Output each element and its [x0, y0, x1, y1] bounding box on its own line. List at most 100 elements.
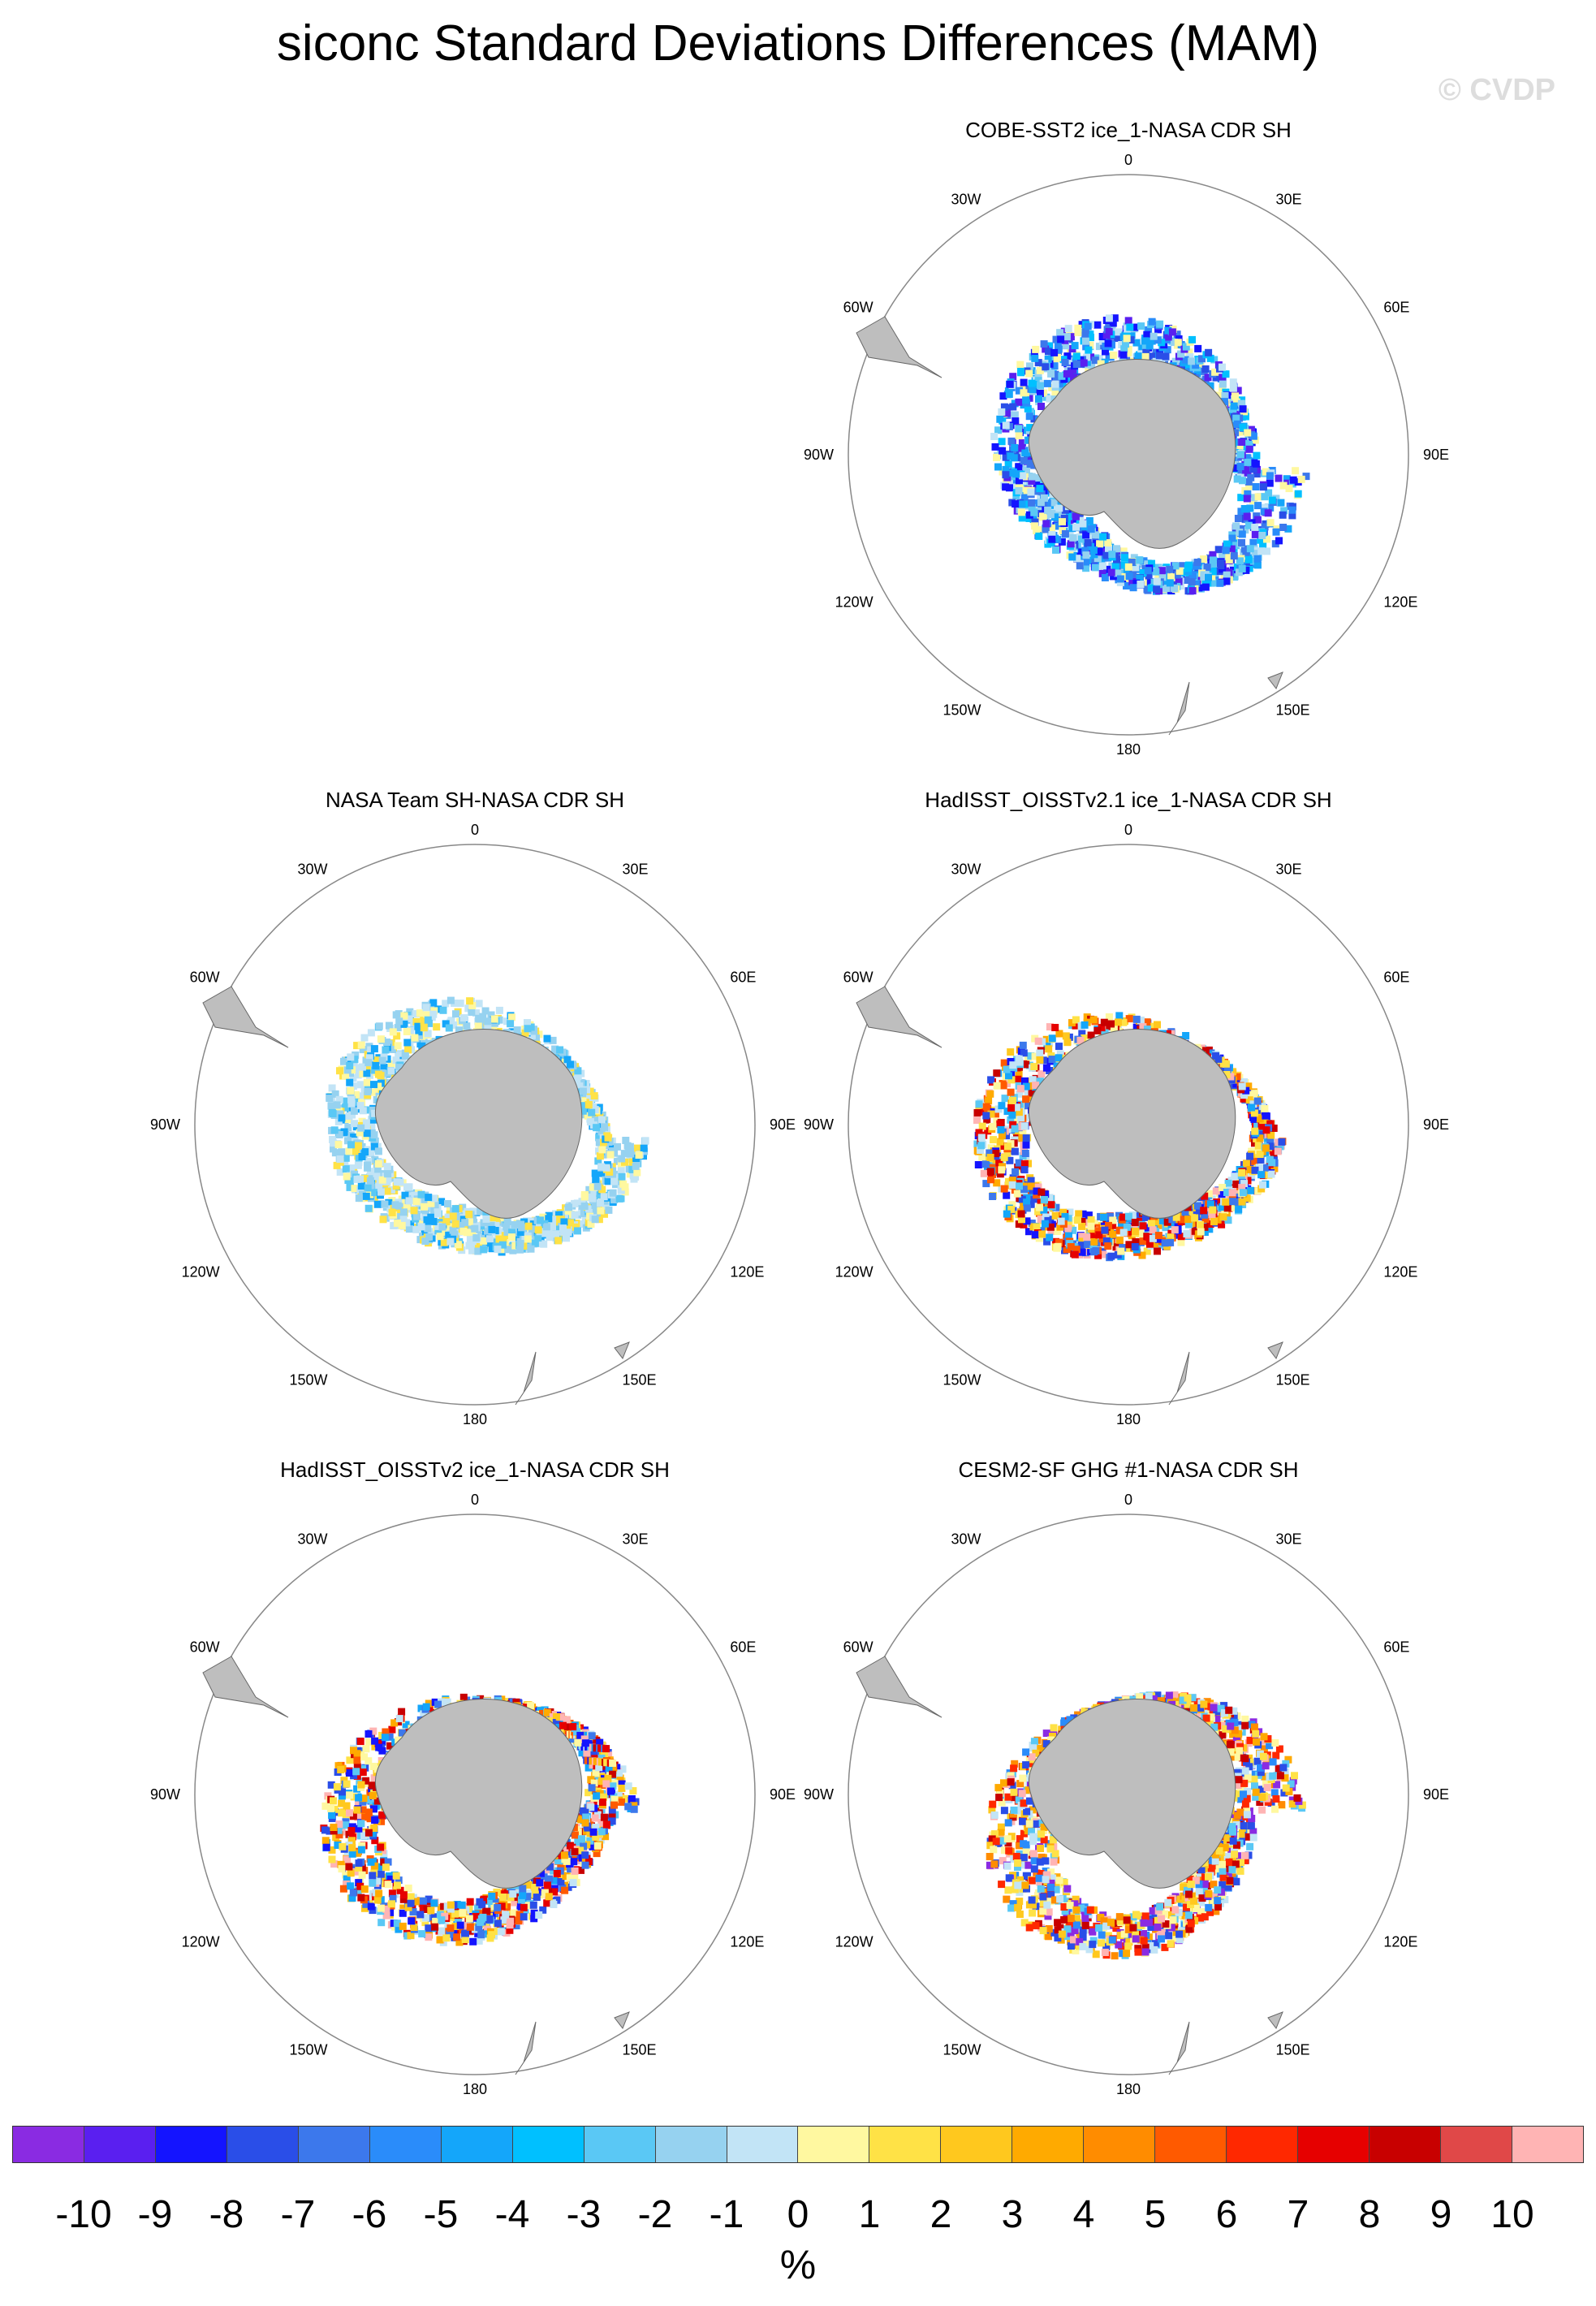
map-panel-cesm2: CESM2-SF GHG #1-NASA CDR SH 0 30E 60E 90E 12…	[796, 1457, 1461, 2107]
longitude-labels: 0 30E 60E 90E 120E 150E 180 150W 120W 90W 60W 30W	[804, 152, 1449, 758]
colorbar-tick-label: -6	[352, 2193, 387, 2236]
polar-map: 0 30E 60E 90E 120E 150E 180 150W 120W 90W 60W 30W	[150, 822, 796, 1427]
polar-map: 0 30E 60E 90E 120E 150E 180 150W 120W 90W 60W 30W	[150, 1492, 796, 2097]
longitude-label: 120W	[182, 1934, 220, 1950]
colorbar-cell	[13, 2127, 84, 2162]
longitude-label: 120E	[1383, 1264, 1417, 1280]
longitude-label: 30E	[1276, 1531, 1302, 1548]
longitude-labels: 0 30E 60E 90E 120E 150E 180 150W 120W 90W 60W 30W	[804, 822, 1449, 1427]
longitude-labels: 0 30E 60E 90E 120E 150E 180 150W 120W 90W 60W 30W	[804, 1492, 1449, 2097]
longitude-label: 30W	[297, 862, 327, 878]
longitude-label: 0	[471, 1492, 479, 1508]
colorbar-tick-label: -8	[209, 2193, 244, 2236]
longitude-label: 150E	[1276, 702, 1310, 718]
longitude-label: 150E	[623, 2041, 657, 2058]
longitude-label: 120W	[835, 1264, 873, 1280]
longitude-label: 120E	[730, 1934, 764, 1950]
panel-title: HadISST_OISSTv2.1 ice_1-NASA CDR SH	[925, 788, 1332, 812]
longitude-label: 60W	[190, 1639, 220, 1656]
longitude-label: 120E	[1383, 594, 1417, 611]
cvdp-watermark: © CVDP	[1438, 73, 1555, 107]
colorbar-tick-label: -2	[637, 2193, 673, 2236]
longitude-label: 120W	[182, 1264, 220, 1280]
south-america-landmass	[856, 1656, 943, 1718]
longitude-label: 60E	[730, 1639, 756, 1656]
longitude-label: 90E	[1423, 447, 1449, 463]
colorbar-tick-label: 4	[1072, 2193, 1095, 2236]
colorbar-cell	[84, 2127, 156, 2162]
longitude-label: 30E	[1276, 862, 1302, 878]
colorbar-labels: -10 -9 -8 -7 -6 -5 -4 -3 -2 -1 0 1 2 3 4 5 6 7 8 9 10	[12, 2192, 1584, 2241]
colorbar-cell	[155, 2127, 227, 2162]
colorbar-tick-label: -5	[423, 2193, 459, 2236]
longitude-labels: 0 30E 60E 90E 120E 150E 180 150W 120W 90W 60W 30W	[150, 822, 796, 1427]
polar-map: 0 30E 60E 90E 120E 150E 180 150W 120W 90W 60W 30W	[804, 1492, 1449, 2097]
longitude-label: 0	[1124, 1492, 1132, 1508]
longitude-label: 60W	[843, 969, 873, 986]
longitude-label: 90E	[1423, 1116, 1449, 1133]
panel-title: HadISST_OISSTv2 ice_1-NASA CDR SH	[280, 1457, 670, 1482]
longitude-label: 180	[463, 2081, 487, 2097]
longitude-label: 90W	[150, 1116, 180, 1133]
colorbar-tick-label: -4	[494, 2193, 530, 2236]
longitude-label: 180	[1116, 741, 1141, 758]
longitude-label: 150E	[1276, 2041, 1310, 2058]
longitude-label: 150E	[1276, 1371, 1310, 1388]
longitude-label: 120E	[730, 1264, 764, 1280]
longitude-label: 90W	[804, 1116, 834, 1133]
longitude-label: 90W	[804, 447, 834, 463]
longitude-label: 30W	[951, 862, 981, 878]
longitude-label: 60E	[730, 969, 756, 986]
longitude-label: 30W	[297, 1531, 327, 1548]
antarctica-landmass	[1028, 1029, 1236, 1219]
colorbar-units: %	[779, 2242, 817, 2287]
colorbar-cell	[869, 2127, 942, 2162]
colorbar-cell	[1084, 2127, 1156, 2162]
longitude-label: 180	[463, 1411, 487, 1427]
tasmania-landmass	[614, 1341, 630, 1360]
colorbar-cell	[655, 2127, 727, 2162]
longitude-label: 30W	[951, 1531, 981, 1548]
colorbar-tick-label: -10	[55, 2193, 112, 2236]
colorbar-cell	[798, 2127, 870, 2162]
longitude-label: 90E	[770, 1116, 796, 1133]
longitude-label: 0	[1124, 152, 1132, 168]
colorbar-cell	[441, 2127, 513, 2162]
antarctica-landmass	[374, 1699, 583, 1889]
colorbar	[12, 2126, 1584, 2163]
colorbar-cell	[298, 2127, 370, 2162]
map-panel-hadisst-oisstv2-1: HadISST_OISSTv2.1 ice_1-NASA CDR SH 0 30E…	[796, 788, 1461, 1437]
longitude-label: 150W	[943, 2041, 981, 2058]
longitude-label: 180	[1116, 2081, 1141, 2097]
longitude-label: 60E	[1383, 300, 1409, 316]
colorbar-cell	[1012, 2127, 1085, 2162]
longitude-label: 120W	[835, 594, 873, 611]
colorbar-cell	[941, 2127, 1013, 2162]
new-zealand-landmass	[515, 2021, 537, 2075]
colorbar-cell	[1441, 2127, 1513, 2162]
colorbar-tick-label: 3	[1001, 2193, 1024, 2236]
antarctica-landmass	[1028, 1699, 1236, 1889]
longitude-label: 90W	[150, 1786, 180, 1803]
longitude-label: 60E	[1383, 969, 1409, 986]
colorbar-tick-label: 8	[1358, 2193, 1381, 2236]
antarctica-landmass	[1028, 359, 1236, 549]
colorbar-tick-label: -3	[566, 2193, 602, 2236]
tasmania-landmass	[1267, 1341, 1283, 1360]
colorbar-tick-label: 6	[1215, 2193, 1238, 2236]
colorbar-cell	[727, 2127, 799, 2162]
longitude-label: 0	[1124, 822, 1132, 838]
colorbar-tick-label: 5	[1144, 2193, 1167, 2236]
panel-title: COBE-SST2 ice_1-NASA CDR SH	[965, 118, 1292, 142]
new-zealand-landmass	[1168, 681, 1190, 736]
colorbar-tick-label: 10	[1490, 2193, 1534, 2236]
longitude-label: 150W	[943, 702, 981, 718]
longitude-label: 30W	[951, 192, 981, 208]
south-america-landmass	[856, 316, 943, 378]
colorbar-cell	[369, 2127, 442, 2162]
colorbar-tick-label: 2	[930, 2193, 952, 2236]
colorbar-tick-label: -7	[280, 2193, 316, 2236]
longitude-label: 150W	[289, 1371, 327, 1388]
longitude-label: 0	[471, 822, 479, 838]
longitude-label: 120W	[835, 1934, 873, 1950]
